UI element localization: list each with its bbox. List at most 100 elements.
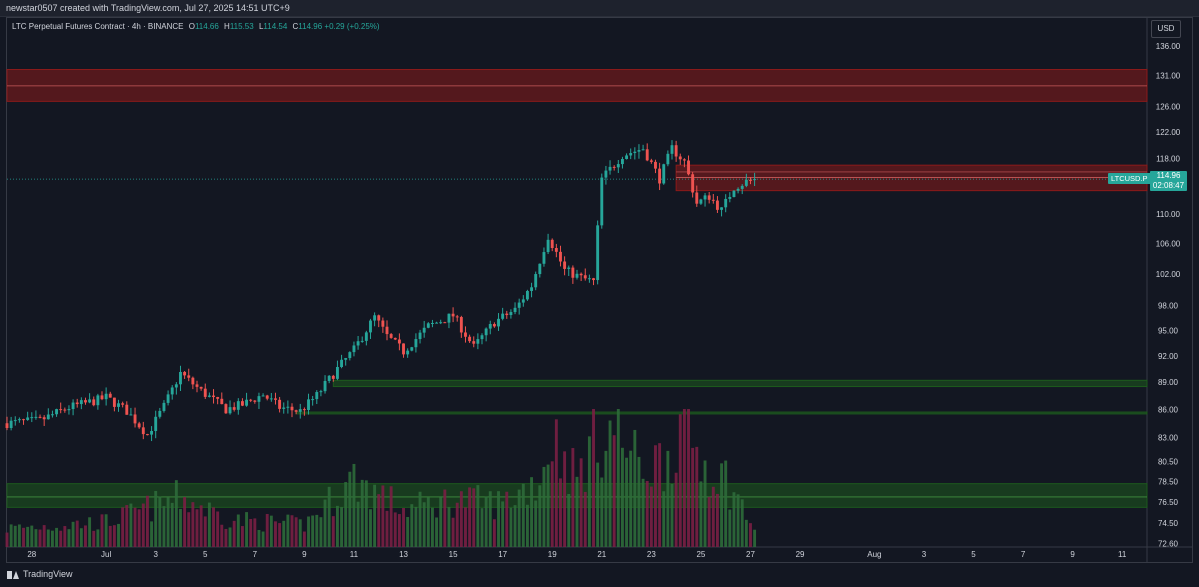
resistance-zone — [6, 68, 1148, 102]
candle-body — [439, 322, 443, 324]
candle-body — [418, 332, 422, 340]
volume-bar — [645, 480, 649, 547]
candle-body — [117, 403, 120, 407]
candle-body — [327, 375, 331, 381]
candle-body — [583, 275, 587, 279]
volume-bar — [9, 524, 13, 547]
legend-close-label: C — [292, 22, 299, 31]
volume-bar — [75, 520, 79, 547]
price-axis-tick: 83.00 — [1158, 433, 1179, 442]
volume-bar — [554, 419, 558, 547]
support-zone — [295, 411, 1148, 415]
volume-bar — [162, 506, 166, 547]
candle-body — [513, 307, 517, 313]
candle-body — [360, 340, 364, 342]
candle-body — [100, 395, 104, 400]
candle-body — [187, 375, 191, 378]
volume-bar — [406, 517, 410, 547]
candle-body — [629, 153, 633, 156]
volume-bar — [389, 486, 393, 547]
candle-body — [5, 423, 9, 429]
volume-bar — [410, 504, 414, 547]
candle-body — [129, 414, 133, 416]
candle-body — [261, 395, 265, 397]
volume-bar — [579, 458, 583, 547]
candle-body — [530, 287, 534, 291]
volume-bar — [327, 486, 331, 547]
price-axis-tick: 86.00 — [1158, 405, 1179, 414]
candle-body — [620, 159, 624, 165]
volume-bar — [232, 520, 236, 547]
candle-body — [79, 400, 83, 405]
candle-body — [26, 417, 30, 420]
candle-body — [331, 375, 335, 379]
price-axis-tick: 80.50 — [1158, 458, 1179, 467]
candle-body — [22, 419, 25, 421]
volume-bar — [744, 519, 748, 547]
volume-bar — [145, 495, 149, 547]
candle-body — [344, 358, 348, 360]
volume-bar — [22, 527, 25, 547]
volume-bar — [678, 414, 682, 547]
volume-bar — [274, 521, 277, 547]
candle-body — [274, 398, 277, 400]
volume-bar — [666, 450, 670, 547]
candle-body — [236, 401, 240, 410]
volume-bar — [307, 516, 310, 547]
price-axis-tick: 131.00 — [1156, 72, 1181, 81]
volume-bar — [649, 486, 653, 547]
volume-bar — [418, 491, 422, 547]
volume-bar — [753, 529, 757, 547]
candle-body — [170, 387, 174, 395]
candle-body — [257, 396, 261, 402]
volume-bar — [212, 507, 215, 547]
volume-bar — [480, 508, 484, 547]
volume-bar — [691, 447, 695, 547]
candle-body — [393, 337, 397, 340]
candle-body — [703, 195, 707, 200]
volume-bar — [658, 443, 662, 547]
candle-body — [30, 417, 34, 419]
volume-bar — [150, 521, 154, 547]
chart-frame[interactable] — [6, 17, 1193, 563]
candle-body — [13, 420, 17, 422]
candle-body — [753, 179, 757, 181]
volume-bar — [492, 519, 496, 547]
price-axis-tick: 118.00 — [1156, 154, 1180, 163]
legend-high-label: H — [224, 22, 230, 31]
currency-button[interactable]: USD — [1151, 20, 1181, 38]
candle-body — [534, 274, 538, 288]
volume-bar — [369, 509, 372, 547]
tradingview-logo[interactable]: TradingView — [7, 569, 73, 579]
volume-bar — [670, 483, 674, 547]
volume-bar — [141, 503, 145, 547]
volume-bar — [550, 461, 554, 547]
candle-body — [298, 409, 302, 412]
candle-body — [121, 403, 125, 405]
candle-body — [740, 185, 744, 189]
candle-body — [509, 312, 513, 316]
candle-body — [443, 322, 447, 324]
volume-bar — [253, 518, 257, 547]
candle-body — [728, 196, 732, 199]
volume-bar — [687, 409, 690, 547]
candle-body — [141, 427, 145, 435]
candle-body — [563, 261, 567, 269]
volume-bar — [525, 504, 529, 547]
symbol-price-label: LTCUSD.P — [1108, 173, 1151, 184]
time-axis-tick: 29 — [796, 550, 805, 559]
candle-body — [744, 179, 748, 186]
candle-body — [406, 350, 410, 355]
candle-body — [517, 302, 521, 308]
candle-body — [162, 402, 166, 411]
volume-bar — [92, 530, 96, 547]
candle-body — [521, 299, 525, 303]
candle-body — [699, 199, 703, 204]
price-axis-tick: 78.50 — [1158, 478, 1179, 487]
volume-bar — [559, 478, 562, 547]
volume-bar — [546, 464, 550, 547]
candle-body — [59, 409, 63, 411]
volume-bar — [71, 521, 75, 547]
candle-body — [212, 395, 215, 398]
